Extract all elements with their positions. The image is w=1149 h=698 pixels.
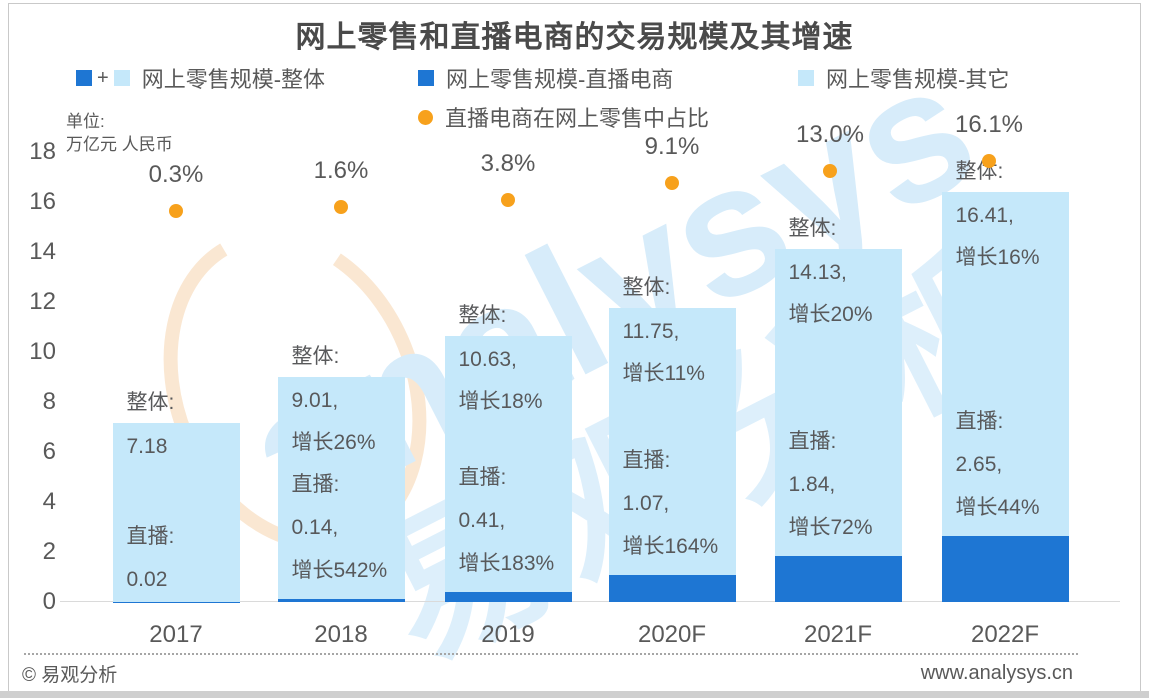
bottom-border-strip [0, 691, 1149, 698]
bar-segment-live [608, 575, 736, 602]
share-dot [982, 153, 996, 168]
bar-annotation-overall-line: 增长16% [955, 245, 1040, 269]
chart-title: 网上零售和直播电商的交易规模及其增速 [295, 21, 854, 54]
share-percent-label: 0.3% [148, 161, 204, 188]
share-dot [169, 204, 183, 218]
bar-annotation-live-line: 直播: [126, 524, 175, 548]
bar-annotation-live-line: 增长44% [955, 495, 1040, 519]
y-tick-label: 18 [29, 138, 56, 165]
unit-label-line1: 单位: [66, 112, 105, 131]
legend-dark-blue-square-icon [418, 70, 434, 86]
legend-plus-sign: + [97, 66, 109, 89]
bar-annotation-overall-label: 整体: [788, 216, 837, 240]
bar-annotation-live-line: 直播: [291, 472, 340, 496]
y-tick-label: 16 [29, 188, 56, 215]
legend-light-blue-square-icon [798, 70, 814, 86]
bar-annotation-live-line: 增长183% [458, 551, 555, 575]
share-dot [665, 176, 679, 191]
bar-annotation-live-line: 直播: [788, 430, 837, 453]
legend-item-other: 网上零售规模-其它 [798, 64, 1009, 92]
legend-share-label: 直播电商在网上零售中占比 [445, 106, 710, 131]
y-tick-label: 6 [42, 438, 56, 465]
unit-label: 单位: 万亿元 人民币 [66, 110, 173, 156]
y-tick-label: 2 [42, 538, 56, 565]
bar-annotation-live-line: 增长72% [788, 516, 873, 539]
legend-item-overall: + 网上零售规模-整体 [76, 64, 325, 92]
bar-segment-live [277, 598, 405, 602]
y-tick-label: 10 [29, 338, 56, 365]
x-axis-label: 2021F [803, 621, 873, 648]
y-tick-label: 8 [42, 388, 56, 415]
bar-segment-live [444, 591, 572, 602]
legend-item-share: 直播电商在网上零售中占比 [418, 103, 709, 131]
legend-overall-label: 网上零售规模-整体 [141, 67, 326, 92]
x-axis-label: 2022F [970, 621, 1040, 648]
x-axis-label: 2019 [481, 621, 535, 648]
bar-segment-other [277, 376, 405, 599]
bar-annotation-live-line: 0.14, [291, 515, 339, 539]
bar-annotation-overall-line: 7.18 [126, 434, 168, 458]
bar-segment-other [444, 336, 572, 592]
y-tick-label: 0 [42, 588, 56, 615]
x-axis-label: 2020F [637, 621, 707, 648]
bar-annotation-overall-label: 整体: [955, 159, 1004, 183]
x-axis-label: 2017 [149, 621, 203, 648]
legend-light-blue-square-icon [113, 70, 130, 86]
bar-segment-other [941, 191, 1069, 536]
bar-annotation-overall-label: 整体: [291, 344, 340, 368]
share-dot [823, 163, 837, 178]
unit-label-line2: 万亿元 人民币 [66, 135, 173, 154]
bar-segment-live [941, 535, 1069, 602]
share-percent-label: 1.6% [313, 156, 369, 184]
y-tick-label: 4 [42, 488, 56, 515]
bar-annotation-live-line: 直播: [955, 409, 1004, 433]
share-percent-label: 3.8% [480, 149, 536, 177]
bar-annotation-live-line: 增长164% [622, 535, 719, 559]
bar-annotation-live-line: 增长542% [291, 558, 388, 582]
website-link[interactable]: www.analysys.cn [920, 662, 1073, 684]
copyright-text: © 易观分析 [22, 665, 118, 686]
bar-segment-live [112, 601, 240, 602]
x-axis-label: 2018 [314, 621, 368, 648]
bar-segment-other [112, 422, 240, 602]
bar-annotation-overall-line: 16.41, [955, 203, 1014, 227]
legend-orange-dot-icon [418, 109, 433, 125]
share-percent-label: 16.1% [954, 110, 1024, 138]
bar-annotation-live-line: 直播: [458, 465, 507, 489]
bar-annotation-overall-label: 整体: [622, 276, 671, 300]
share-percent-label: 9.1% [644, 133, 700, 161]
bar-segment-other [774, 248, 902, 556]
bar-annotation-overall-label: 整体: [126, 390, 175, 414]
share-percent-label: 13.0% [795, 120, 865, 148]
bar-annotation-live-line: 直播: [622, 449, 671, 473]
share-dot [501, 192, 515, 207]
bar-annotation-overall-line: 11.75, [622, 320, 680, 344]
legend-live-label: 网上零售规模-直播电商 [446, 67, 674, 92]
bar-annotation-live-line: 2.65, [955, 452, 1003, 476]
bar-annotation-overall-line: 9.01, [291, 388, 339, 412]
bar-annotation-live-line: 1.07, [622, 492, 670, 516]
bar-annotation-overall-line: 14.13, [788, 260, 847, 284]
bar-annotation-overall-line: 增长26% [291, 430, 376, 454]
bar-annotation-overall-line: 增长20% [788, 302, 873, 326]
bar-annotation-live-line: 0.41, [458, 508, 506, 532]
legend-item-live: 网上零售规模-直播电商 [418, 64, 673, 92]
share-dot [334, 199, 348, 214]
bar-annotation-live-line: 1.84, [788, 473, 836, 496]
bar-annotation-overall-label: 整体: [458, 304, 507, 328]
x-axis-line [60, 601, 1120, 602]
y-tick-label: 12 [29, 288, 56, 315]
legend-other-label: 网上零售规模-其它 [826, 67, 1010, 92]
bar-annotation-overall-line: 增长18% [458, 390, 543, 414]
bar-segment-live [774, 556, 902, 602]
bar-annotation-live-line: 0.02 [126, 567, 168, 591]
bar-annotation-overall-line: 10.63, [458, 348, 517, 372]
bar-segment-other [608, 308, 736, 576]
legend-dark-blue-square-icon [76, 70, 92, 86]
footer-divider [24, 653, 1078, 655]
bar-annotation-overall-line: 增长11% [622, 362, 705, 386]
y-tick-label: 14 [29, 238, 56, 265]
